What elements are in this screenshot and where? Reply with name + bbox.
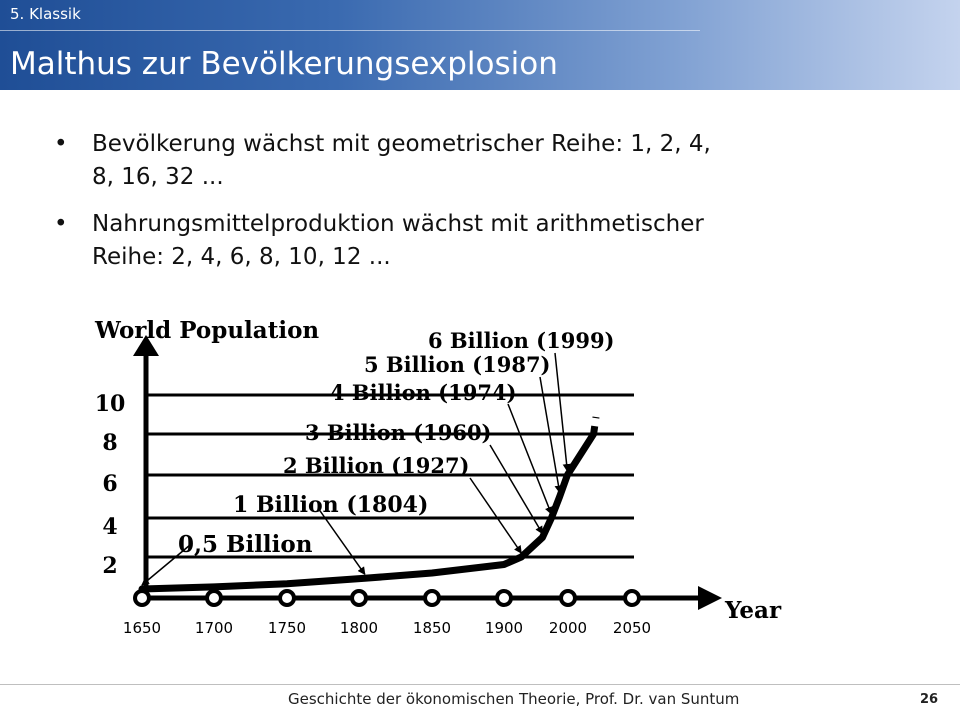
annotation-arrow (539, 376, 563, 494)
bullet-list: Bevölkerung wächst mit geometrischer Rei… (52, 128, 812, 288)
annotation-arrow (469, 477, 522, 554)
slide-title: Malthus zur Bevölkerungsexplosion (10, 46, 558, 82)
page-number: 26 (920, 692, 939, 707)
x-tick-marker (278, 589, 296, 607)
world-population-chart: World Population 0,5 Billion 1 Billion (18… (94, 317, 782, 637)
header-divider (0, 30, 700, 31)
y-tick-label: 6 (102, 471, 117, 497)
y-tick-label: 8 (102, 430, 117, 456)
annotation-label: 1 Billion (1804) (233, 492, 428, 518)
x-tick-label: 2000 (549, 619, 587, 637)
y-tick-label: 10 (95, 391, 126, 417)
x-tick-label: 1900 (485, 619, 523, 637)
annotation-label: 6 Billion (1999) (428, 328, 615, 353)
bullet-line: 8, 16, 32 ... (92, 164, 224, 190)
chart-title: World Population (94, 317, 319, 344)
annotation-arrow (507, 403, 553, 515)
x-tick-marker (559, 589, 577, 607)
annotation-label: 4 Billion (1974) (330, 380, 517, 405)
x-tick-label: 1800 (340, 619, 378, 637)
annotation-label: 5 Billion (1987) (364, 352, 551, 377)
bullet-line: Reihe: 2, 4, 6, 8, 10, 12 ... (92, 244, 391, 270)
x-axis-label: Year (724, 597, 782, 624)
annotation-arrow (489, 444, 544, 535)
footer-divider (0, 684, 960, 685)
bullet-item-arithmetic: Nahrungsmittelproduktion wächst mit arit… (52, 208, 812, 274)
x-tick-marker (205, 589, 223, 607)
annotation-arrow (554, 352, 571, 472)
x-tick-marker (133, 589, 151, 607)
annotation-label: 3 Billion (1960) (305, 420, 492, 445)
x-tick-marker (623, 589, 641, 607)
annotation-arrow (317, 507, 366, 576)
x-tick-label: 1850 (413, 619, 451, 637)
bullet-line: Bevölkerung wächst mit geometrischer Rei… (92, 131, 711, 157)
y-tick-label: 4 (102, 514, 117, 540)
x-tick-label: 1750 (268, 619, 306, 637)
bullet-item-geometric: Bevölkerung wächst mit geometrischer Rei… (52, 128, 812, 194)
x-tick-label: 1650 (123, 619, 161, 637)
annotation-label: 0,5 Billion (178, 531, 313, 558)
y-axis-arrow (133, 335, 159, 356)
annotation-arrow (141, 544, 191, 586)
x-tick-marker (350, 589, 368, 607)
bullet-line: Nahrungsmittelproduktion wächst mit arit… (92, 211, 704, 237)
y-tick-label: 2 (102, 553, 117, 579)
section-label: 5. Klassik (10, 5, 81, 23)
x-tick-label: 1700 (195, 619, 233, 637)
annotation-label: 2 Billion (1927) (283, 453, 470, 478)
x-axis-arrow (698, 586, 722, 610)
slide-header: 5. Klassik Malthus zur Bevölkerungsexplo… (0, 0, 960, 90)
population-projection (590, 416, 600, 435)
footer-text: Geschichte der ökonomischen Theorie, Pro… (288, 690, 740, 708)
x-tick-label: 2050 (613, 619, 651, 637)
x-tick-marker (423, 589, 441, 607)
x-tick-marker (495, 589, 513, 607)
